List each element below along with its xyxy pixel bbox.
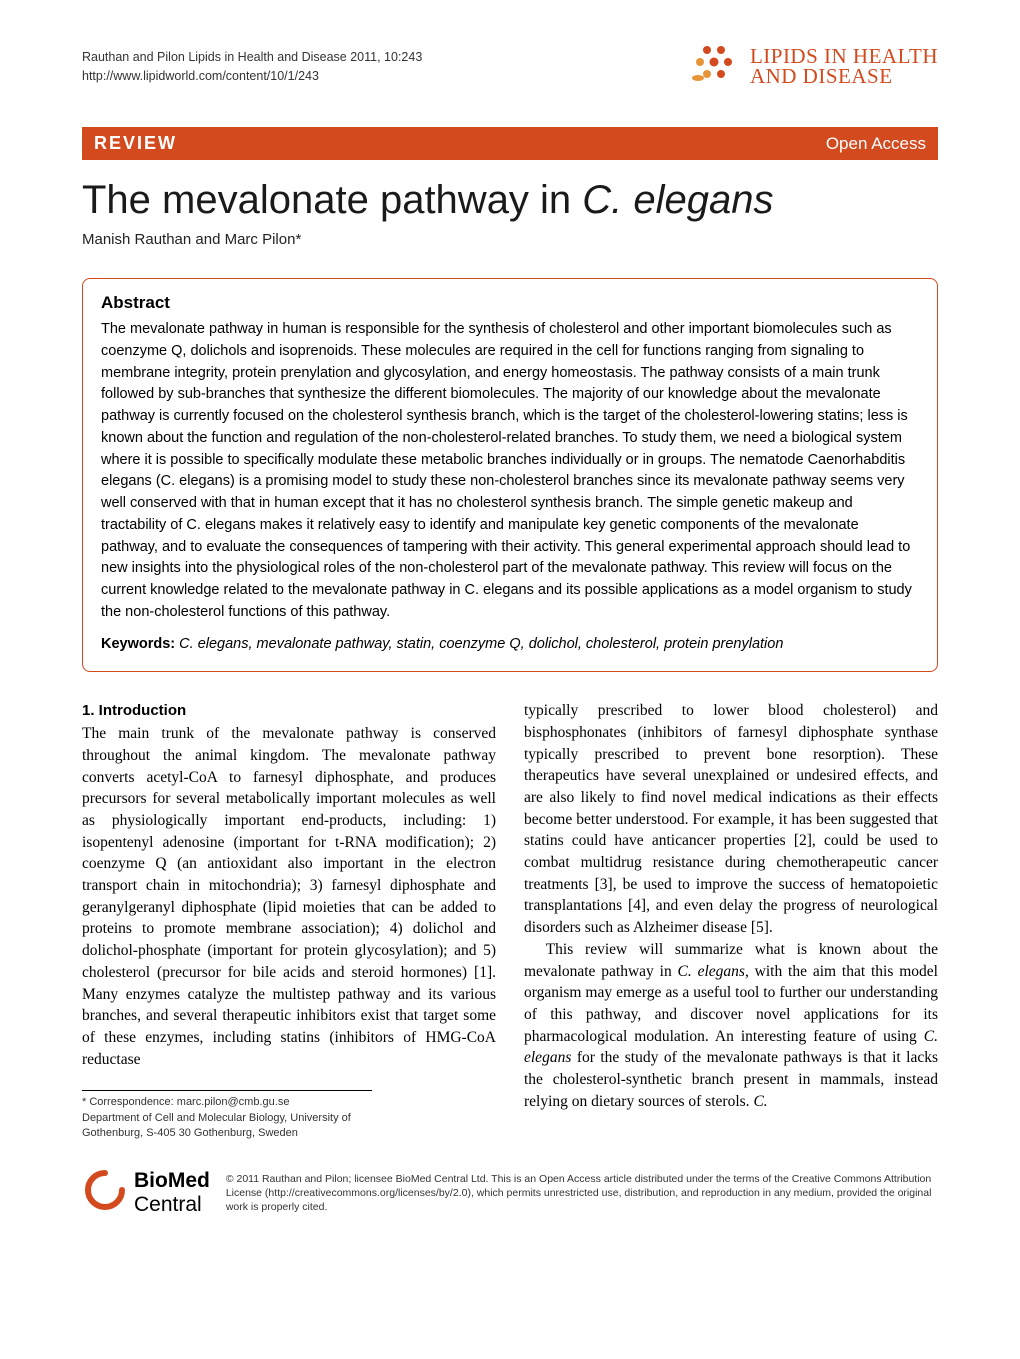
article-type-label: REVIEW <box>94 133 177 154</box>
body-column-left: 1. Introduction The main trunk of the me… <box>82 700 496 1141</box>
article-title: The mevalonate pathway in C. elegans <box>82 178 938 223</box>
body-columns: 1. Introduction The main trunk of the me… <box>82 700 938 1141</box>
affiliation-line: Department of Cell and Molecular Biology… <box>82 1111 372 1142</box>
bmc-wordmark: BioMed Central <box>134 1169 210 1217</box>
section-heading-intro: 1. Introduction <box>82 700 496 721</box>
citation-url: http://www.lipidworld.com/content/10/1/2… <box>82 67 422 86</box>
open-access-label: Open Access <box>826 134 926 154</box>
biomed-central-logo: BioMed Central <box>82 1167 210 1218</box>
citation-text: Rauthan and Pilon Lipids in Health and D… <box>82 48 422 67</box>
author-line: Manish Rauthan and Marc Pilon* <box>82 231 938 248</box>
journal-logo-icon <box>687 42 739 91</box>
abstract-heading: Abstract <box>101 293 919 313</box>
footnote-block: * Correspondence: marc.pilon@cmb.gu.se D… <box>82 1090 372 1141</box>
abstract-body: The mevalonate pathway in human is respo… <box>101 319 919 624</box>
page-root: Rauthan and Pilon Lipids in Health and D… <box>0 0 1020 1258</box>
keywords-label: Keywords: <box>101 636 179 652</box>
page-footer: BioMed Central © 2011 Rauthan and Pilon;… <box>82 1167 938 1218</box>
license-text: © 2011 Rauthan and Pilon; licensee BioMe… <box>226 1172 938 1215</box>
page-header: Rauthan and Pilon Lipids in Health and D… <box>82 48 938 91</box>
correspondence-line: * Correspondence: marc.pilon@cmb.gu.se <box>82 1095 372 1110</box>
body-column-right: typically prescribed to lower blood chol… <box>524 700 938 1141</box>
para-intro-2: typically prescribed to lower blood chol… <box>524 700 938 939</box>
abstract-box: Abstract The mevalonate pathway in human… <box>82 278 938 672</box>
keywords-line: Keywords: C. elegans, mevalonate pathway… <box>101 634 919 656</box>
bmc-ring-icon <box>82 1167 128 1218</box>
keywords-value: C. elegans, mevalonate pathway, statin, … <box>179 636 783 652</box>
para-intro-1: The main trunk of the mevalonate pathway… <box>82 723 496 1070</box>
journal-logo: LIPIDS IN HEALTH AND DISEASE <box>687 42 938 91</box>
article-type-bar: REVIEW Open Access <box>82 127 938 160</box>
journal-name: LIPIDS IN HEALTH AND DISEASE <box>750 47 938 87</box>
para-intro-3: This review will summarize what is known… <box>524 939 938 1113</box>
header-citation-block: Rauthan and Pilon Lipids in Health and D… <box>82 48 422 86</box>
